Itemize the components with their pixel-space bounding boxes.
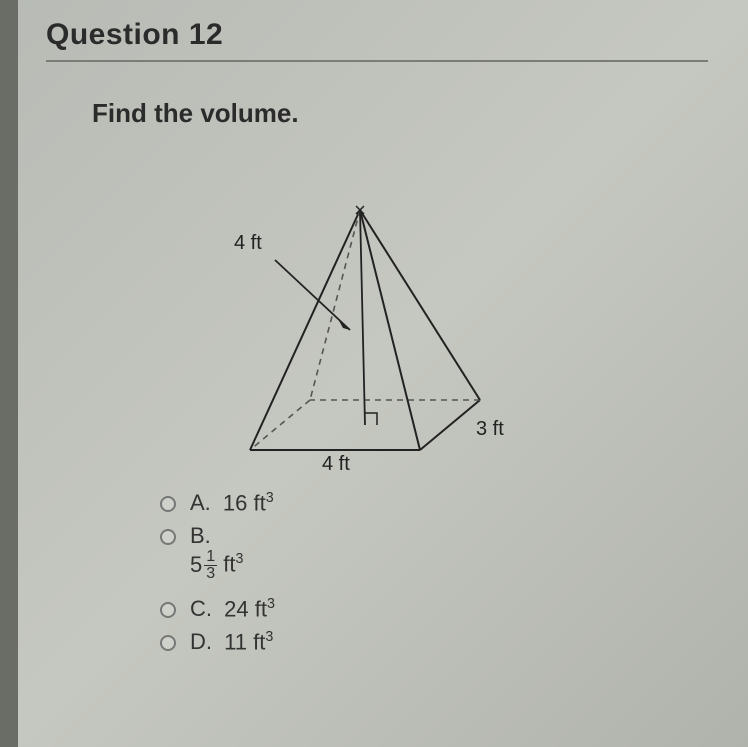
answer-options: A. 16 ft3 B. 5 1 3 ft3 C. 24 ft3 — [160, 490, 275, 662]
option-fraction: 5 1 3 — [190, 549, 217, 582]
option-letter: A. — [190, 490, 211, 515]
option-unit: ft — [254, 490, 266, 515]
pyramid-figure: 4 ft 4 ft 3 ft — [210, 200, 510, 480]
option-exp: 3 — [267, 596, 275, 612]
option-c-text: C. 24 ft3 — [190, 596, 275, 623]
option-d-text: D. 11 ft3 — [190, 629, 273, 656]
label-base-front: 4 ft — [322, 453, 350, 476]
option-exp: 3 — [236, 551, 244, 567]
option-exp: 3 — [265, 629, 273, 645]
screen-bezel — [0, 0, 18, 747]
radio-icon — [160, 635, 176, 651]
question-prompt: Find the volume. — [92, 98, 748, 129]
question-title: Question 12 — [46, 18, 708, 62]
radio-icon — [160, 496, 176, 512]
label-height: 4 ft — [234, 232, 262, 255]
option-unit: ft — [223, 551, 235, 576]
option-exp: 3 — [266, 490, 274, 506]
option-value: 11 — [224, 629, 247, 654]
radio-icon — [160, 529, 176, 545]
option-letter: C. — [190, 596, 212, 621]
option-value: 16 — [223, 490, 247, 515]
option-d[interactable]: D. 11 ft3 — [160, 629, 275, 656]
radio-icon — [160, 602, 176, 618]
option-a[interactable]: A. 16 ft3 — [160, 490, 275, 517]
option-b[interactable]: B. 5 1 3 ft3 — [160, 523, 275, 582]
option-c[interactable]: C. 24 ft3 — [160, 596, 275, 623]
option-unit: ft — [255, 596, 267, 621]
option-b-text: B. 5 1 3 ft3 — [190, 523, 243, 582]
option-a-text: A. 16 ft3 — [190, 490, 274, 517]
option-letter: B. — [190, 523, 211, 548]
option-unit: ft — [253, 629, 265, 654]
option-value: 24 — [224, 596, 248, 621]
question-container: Question 12 Find the volume. — [18, 0, 748, 129]
option-letter: D. — [190, 629, 212, 654]
label-base-side: 3 ft — [476, 418, 504, 441]
